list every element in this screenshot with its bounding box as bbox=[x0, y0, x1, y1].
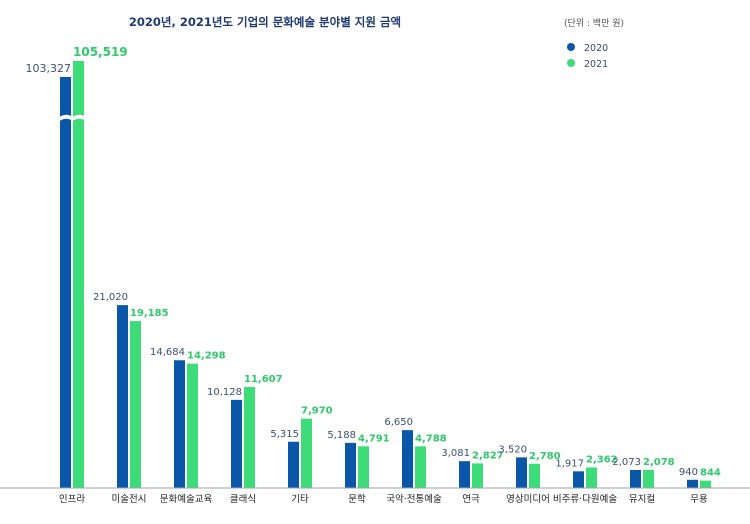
value-label-2020-9: 1,917 bbox=[555, 458, 584, 469]
unit-note: (단위 : 백만 원) bbox=[564, 18, 624, 29]
value-label-2021-10: 2,078 bbox=[643, 457, 675, 468]
bar-2020-7 bbox=[459, 461, 470, 488]
legend-marker-2020 bbox=[567, 43, 575, 51]
value-label-2021-9: 2,362 bbox=[586, 454, 618, 465]
value-label-2020-2: 14,684 bbox=[150, 347, 185, 358]
bar-2020-6 bbox=[402, 430, 413, 488]
axis-break-2021 bbox=[71, 114, 86, 122]
bar-2020-10 bbox=[630, 469, 641, 488]
bar-2020-5 bbox=[345, 442, 356, 488]
bar-2021-0 bbox=[73, 61, 84, 488]
legend-label-2021: 2021 bbox=[584, 59, 608, 70]
bar-2021-4 bbox=[301, 418, 312, 488]
category-label-9: 비주류·다원예술 bbox=[553, 494, 617, 505]
bar-2020-4 bbox=[288, 441, 299, 488]
bars-group bbox=[58, 61, 711, 488]
bar-2021-6 bbox=[415, 446, 426, 488]
value-label-2021-1: 19,185 bbox=[130, 308, 169, 319]
bar-2021-3 bbox=[244, 387, 255, 488]
value-label-2021-11: 844 bbox=[700, 468, 721, 479]
category-label-3: 클래식 bbox=[230, 494, 256, 505]
value-label-2021-4: 7,970 bbox=[301, 406, 333, 417]
bar-2020-9 bbox=[573, 471, 584, 488]
value-label-2020-3: 10,128 bbox=[207, 387, 242, 398]
bar-2020-3 bbox=[231, 399, 242, 488]
bar-2021-7 bbox=[472, 463, 483, 488]
bar-2020-2 bbox=[174, 360, 185, 488]
value-label-2020-6: 6,650 bbox=[384, 417, 413, 428]
value-label-2020-7: 3,081 bbox=[441, 448, 470, 459]
value-label-2020-8: 3,520 bbox=[498, 444, 527, 455]
value-label-2020-11: 940 bbox=[679, 467, 698, 478]
bar-2021-9 bbox=[586, 467, 597, 488]
category-label-7: 연극 bbox=[462, 494, 480, 505]
bar-2021-8 bbox=[529, 463, 540, 488]
bar-2020-0 bbox=[60, 77, 71, 488]
category-label-6: 국악·전통예술 bbox=[386, 493, 442, 505]
legend: 2020 2021 bbox=[567, 43, 608, 70]
category-label-10: 뮤지컬 bbox=[629, 493, 655, 505]
legend-marker-2021 bbox=[567, 59, 575, 67]
bar-2021-5 bbox=[358, 446, 369, 488]
category-label-8: 영상미디어 bbox=[506, 494, 550, 505]
value-label-2021-8: 2,780 bbox=[529, 451, 561, 462]
category-label-2: 문화예술교육 bbox=[160, 494, 213, 505]
value-label-2020-1: 21,020 bbox=[93, 292, 128, 303]
category-label-11: 무용 bbox=[690, 494, 708, 505]
value-label-2021-6: 4,788 bbox=[415, 433, 447, 444]
category-label-5: 문학 bbox=[348, 494, 366, 505]
value-label-2021-7: 2,827 bbox=[472, 450, 504, 461]
chart-title: 2020년, 2021년도 기업의 문화예술 분야별 지원 금액 bbox=[129, 15, 401, 29]
legend-label-2020: 2020 bbox=[584, 43, 608, 54]
axis-break-2020 bbox=[58, 114, 73, 122]
bar-2020-8 bbox=[516, 457, 527, 488]
bar-2020-1 bbox=[117, 305, 128, 488]
category-label-1: 미술전시 bbox=[112, 494, 147, 505]
category-labels-group: 인프라 미술전시 문화예술교육 클래식 기타 문학 국악·전통예술 연극 영상미디어 비주류·다원… bbox=[59, 493, 708, 505]
category-label-0: 인프라 bbox=[59, 494, 85, 505]
bar-2021-1 bbox=[130, 321, 141, 488]
bar-2021-2 bbox=[187, 363, 198, 488]
value-label-2021-0: 105,519 bbox=[73, 45, 128, 59]
bar-2020-11 bbox=[687, 479, 698, 488]
value-label-2021-3: 11,607 bbox=[244, 374, 283, 385]
value-label-2021-2: 14,298 bbox=[187, 351, 226, 362]
value-label-2020-4: 5,315 bbox=[270, 429, 299, 440]
value-label-2020-10: 2,073 bbox=[612, 457, 641, 468]
bar-2021-11 bbox=[700, 480, 711, 488]
value-label-2020-5: 5,188 bbox=[327, 430, 356, 441]
value-label-2021-5: 4,791 bbox=[358, 433, 390, 444]
category-label-4: 기타 bbox=[291, 494, 309, 505]
value-label-2020-0: 103,327 bbox=[26, 62, 72, 75]
bar-2021-10 bbox=[643, 469, 654, 488]
